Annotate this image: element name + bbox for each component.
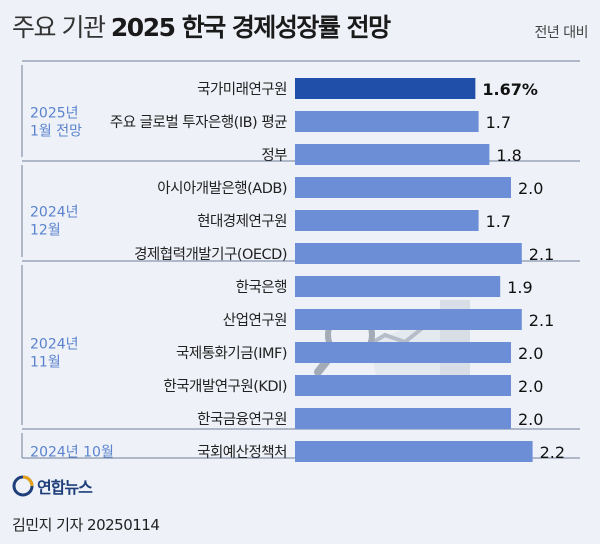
- brand-name: 연합뉴스: [37, 478, 93, 497]
- bar: [295, 111, 479, 132]
- yonhap-logo-icon: [12, 475, 34, 497]
- category-label: 정부: [261, 147, 287, 164]
- group-label: 2024년 10월: [30, 445, 114, 461]
- value-label: 2.1: [529, 245, 554, 264]
- category-label: 국가미래연구원: [197, 81, 287, 98]
- group-label: 2024년 12월: [30, 205, 79, 239]
- bar: [295, 276, 501, 297]
- bar: [295, 375, 511, 396]
- value-label: 2.1: [529, 311, 554, 330]
- value-label: 2.0: [518, 377, 543, 396]
- title-main: 2025 한국 경제성장률 전망: [110, 13, 391, 42]
- category-label: 한국은행: [236, 279, 287, 296]
- value-label: 1.67%: [482, 80, 538, 99]
- credit-line: 김민지 기자 20250114: [12, 516, 160, 534]
- bar: [295, 342, 511, 363]
- category-label: 한국금융연구원: [197, 411, 287, 428]
- footer-logo: 연합뉴스: [12, 474, 93, 498]
- value-label: 1.9: [507, 278, 532, 297]
- category-label: 경제협력개발기구(OECD): [134, 246, 287, 263]
- chart-title: 주요 기관 2025 한국 경제성장률 전망: [12, 8, 391, 44]
- value-label: 2.0: [518, 179, 543, 198]
- category-label: 주요 글로벌 투자은행(IB) 평균: [110, 114, 287, 131]
- title-prefix: 주요 기관: [12, 13, 106, 42]
- bar: [295, 210, 479, 231]
- value-label: 2.2: [540, 443, 565, 462]
- value-label: 2.0: [518, 410, 543, 429]
- bar: [295, 441, 533, 462]
- bar: [295, 78, 476, 99]
- unit-label: 전년 대비: [534, 25, 589, 41]
- bar: [295, 177, 511, 198]
- category-label: 산업연구원: [223, 312, 287, 329]
- bar: [295, 144, 490, 165]
- group-label: 2024년 11월: [30, 337, 79, 371]
- value-label: 2.0: [518, 344, 543, 363]
- value-label: 1.8: [496, 146, 521, 165]
- category-label: 한국개발연구원(KDI): [163, 378, 287, 395]
- category-label: 국제통화기금(IMF): [176, 345, 287, 362]
- group-label: 2025년 1월 전망: [30, 106, 82, 140]
- value-label: 1.7: [486, 113, 511, 132]
- category-label: 현대경제연구원: [197, 213, 287, 230]
- value-label: 1.7: [486, 212, 511, 231]
- bar: [295, 408, 511, 429]
- category-label: 국회예산정책처: [197, 444, 287, 461]
- category-label: 아시아개발은행(ADB): [157, 180, 287, 197]
- bar: [295, 309, 522, 330]
- bar: [295, 243, 522, 264]
